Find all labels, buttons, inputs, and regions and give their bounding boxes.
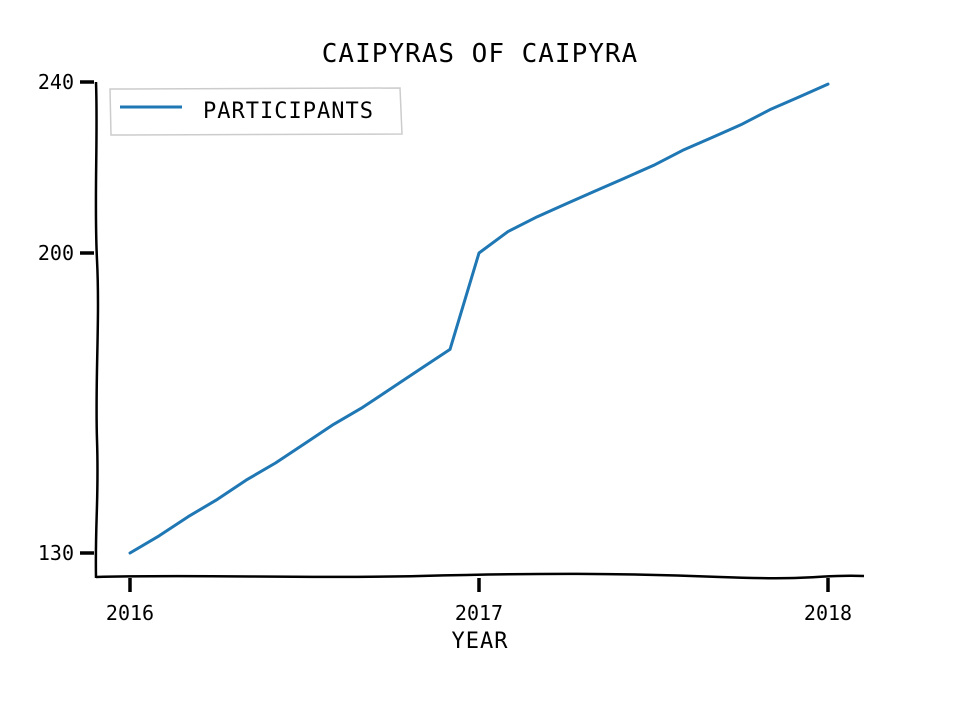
y-tick-label: 200 bbox=[38, 241, 74, 265]
legend-label-participants: PARTICIPANTS bbox=[203, 99, 374, 124]
chart-title: CAIPYRAS OF CAIPYRA bbox=[322, 39, 638, 69]
series-line-participants bbox=[128, 82, 830, 555]
y-tick-label: 240 bbox=[38, 70, 74, 94]
legend-box bbox=[109, 87, 403, 136]
y-tick-label: 130 bbox=[38, 541, 74, 565]
x-tick-label: 2017 bbox=[455, 601, 503, 625]
legend: PARTICIPANTS bbox=[109, 87, 403, 136]
x-ticks: 2016 2017 2018 bbox=[106, 578, 852, 625]
x-axis-line bbox=[95, 572, 865, 580]
y-ticks: 130 200 240 bbox=[38, 70, 94, 565]
x-axis-label: YEAR bbox=[452, 629, 509, 654]
x-tick-label: 2016 bbox=[106, 601, 154, 625]
x-tick-label: 2018 bbox=[804, 601, 852, 625]
y-axis-line bbox=[94, 81, 100, 579]
